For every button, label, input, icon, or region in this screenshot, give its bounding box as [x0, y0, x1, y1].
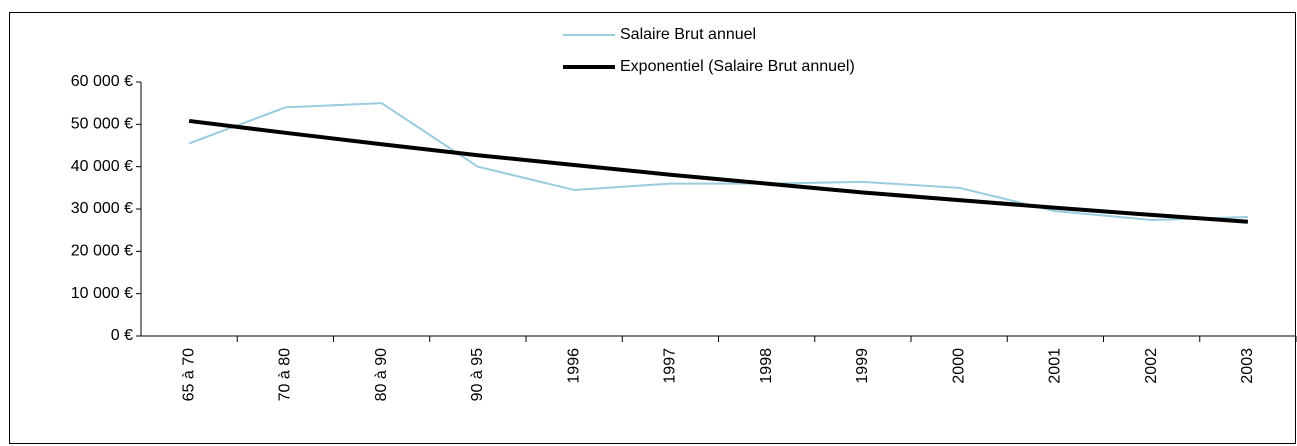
y-tick-label: 30 000 €: [71, 200, 133, 217]
chart-border: [9, 12, 1296, 444]
y-tick-label: 60 000 €: [71, 73, 133, 90]
y-tick-label: 0 €: [111, 327, 133, 344]
x-tick-label: 2000: [950, 348, 967, 384]
y-tick-label: 10 000 €: [71, 285, 133, 302]
legend-label: Salaire Brut annuel: [620, 26, 756, 43]
series-line: [188, 102, 1248, 222]
x-tick-label: 1996: [565, 348, 582, 384]
x-tick-label: 70 à 80: [277, 348, 294, 401]
x-tick-label: 2002: [1143, 348, 1160, 384]
x-tick-label: 1997: [662, 348, 679, 384]
x-tick-label: 1998: [758, 348, 775, 384]
legend-label: Exponentiel (Salaire Brut annuel): [620, 58, 855, 75]
x-tick-label: 65 à 70: [180, 348, 197, 401]
y-tick-label: 20 000 €: [71, 243, 133, 260]
y-tick-label: 40 000 €: [71, 158, 133, 175]
x-tick-label: 2001: [1047, 348, 1064, 384]
x-tick-label: 80 à 90: [373, 348, 390, 401]
series-line: [188, 118, 1249, 224]
x-tick-label: 2003: [1239, 348, 1256, 384]
x-tick-label: 90 à 95: [469, 348, 486, 401]
x-tick-label: 1999: [854, 348, 871, 384]
y-tick-label: 50 000 €: [71, 116, 133, 133]
